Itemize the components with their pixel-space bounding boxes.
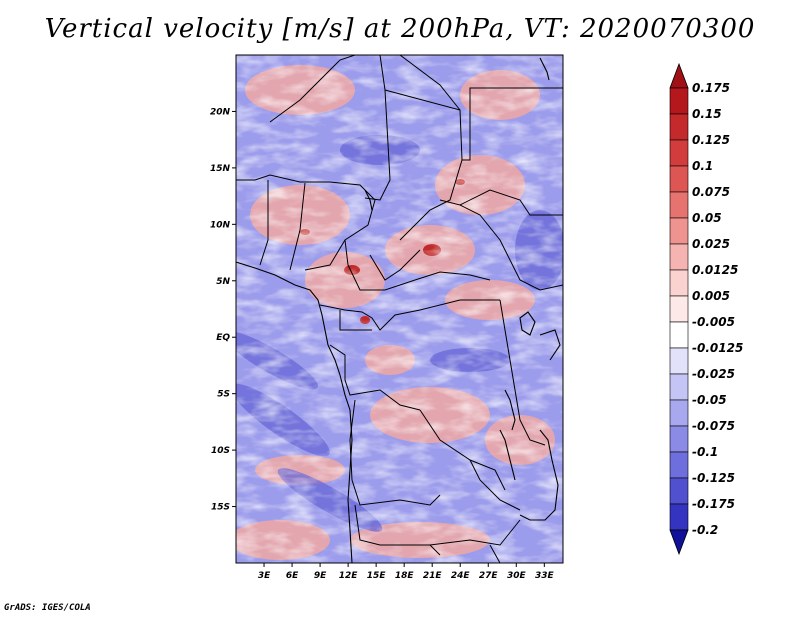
- colorbar-swatch: [669, 347, 689, 375]
- colorbar-swatch: [669, 425, 689, 453]
- colorbar-swatch: [669, 399, 689, 427]
- lon-tick-label: 21E: [423, 571, 443, 581]
- colorbar-level-label: -0.2: [692, 523, 718, 537]
- colorbar-level-label: 0.005: [692, 289, 730, 303]
- lon-tick-label: 18E: [395, 571, 415, 581]
- coastline: [236, 57, 561, 563]
- colorbar-level-label: 0.075: [692, 185, 730, 199]
- lat-tick-label: EQ: [216, 333, 230, 343]
- lat-tick-label: 10S: [211, 446, 230, 456]
- colorbar-swatch: [669, 451, 689, 479]
- colorbar-lower-extend: [669, 529, 689, 556]
- lon-tick-label: 27E: [479, 571, 499, 581]
- lat-tick-label: 20N: [210, 107, 231, 117]
- colorbar-level-label: 0.025: [692, 237, 730, 251]
- colorbar-level-label: -0.0125: [692, 341, 743, 355]
- lon-tick-label: 9E: [314, 571, 327, 581]
- lon-tick-label: 12E: [339, 571, 359, 581]
- lon-tick-label: 24E: [451, 571, 471, 581]
- colorbar-swatch: [669, 321, 689, 349]
- colorbar-level-label: -0.175: [692, 497, 735, 511]
- colorbar-swatch: [669, 87, 689, 115]
- map-frame: [235, 54, 564, 564]
- lon-tick-label: 15E: [367, 571, 387, 581]
- colorbar-level-label: 0.1: [692, 159, 713, 173]
- colorbar-level-label: -0.075: [692, 419, 735, 433]
- lat-tick-label: 15N: [210, 164, 231, 174]
- colorbar-level-label: 0.175: [692, 81, 730, 95]
- colorbar-swatch: [669, 243, 689, 271]
- lon-tick-label: 33E: [535, 571, 555, 581]
- colorbar-swatch: [669, 113, 689, 141]
- country-borders: [236, 55, 563, 563]
- colorbar-level-label: -0.125: [692, 471, 735, 485]
- colorbar-swatch: [669, 165, 689, 193]
- colorbar-level-label: -0.1: [692, 445, 718, 459]
- colorbar: 0.175 0.15 0.125 0.1 0.075 0.05 0.025 0.0125 0.0…: [669, 62, 743, 556]
- colorbar-level-label: -0.005: [692, 315, 735, 329]
- colorbar-swatch: [669, 191, 689, 219]
- lat-tick-label: 15S: [211, 503, 230, 513]
- colorbar-level-label: -0.05: [692, 393, 727, 407]
- colorbar-level-label: -0.025: [692, 367, 735, 381]
- lat-tick-label: 10N: [210, 220, 231, 230]
- software-credit: GrADS: IGES/COLA: [4, 603, 91, 613]
- colorbar-swatch: [669, 217, 689, 245]
- lon-tick-label: 3E: [258, 571, 271, 581]
- lon-tick-label: 6E: [286, 571, 299, 581]
- colorbar-level-label: 0.05: [692, 211, 722, 225]
- longitude-axis: 3E 6E 9E 12E 15E 18E 21E 24E 27E 30E 33E: [258, 563, 555, 581]
- lat-tick-label: 5S: [217, 390, 230, 400]
- vertical-velocity-field: [236, 55, 563, 563]
- colorbar-swatch: [669, 477, 689, 505]
- colorbar-swatch: [669, 503, 689, 531]
- map-title: Vertical velocity [m/s] at 200hPa, VT: 2…: [44, 14, 756, 44]
- lat-tick-label: 5N: [216, 277, 230, 287]
- colorbar-level-label: 0.15: [692, 107, 722, 121]
- colorbar-level-label: 0.0125: [692, 263, 738, 277]
- colorbar-swatch: [669, 295, 689, 323]
- latitude-axis: 20N 15N 10N 5N EQ 5S 10S 15S: [210, 107, 236, 513]
- colorbar-swatch: [669, 139, 689, 167]
- colorbar-level-label: 0.125: [692, 133, 730, 147]
- colorbar-swatch: [669, 269, 689, 297]
- colorbar-upper-extend: [669, 62, 689, 89]
- lon-tick-label: 30E: [507, 571, 527, 581]
- colorbar-swatch: [669, 373, 689, 401]
